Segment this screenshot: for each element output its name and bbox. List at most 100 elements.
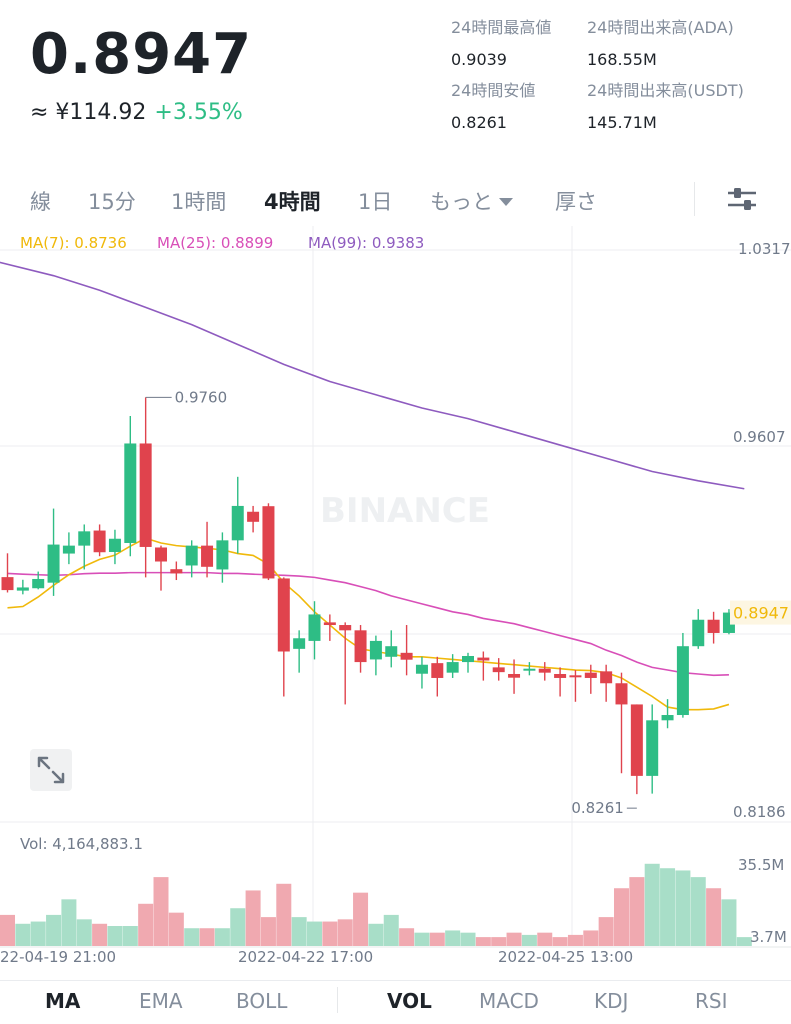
- x-axis-label: 2022-04-25 13:00: [498, 948, 634, 966]
- candle-down: [615, 683, 628, 705]
- stat-24h-volume-usdt: 24時間出来高(USDT) 145.71M: [587, 77, 744, 132]
- tab-ema[interactable]: EMA: [139, 989, 183, 1013]
- y-axis-label: 0.8186: [733, 803, 786, 821]
- tab-rsi[interactable]: RSI: [695, 989, 728, 1013]
- ma99-line: [0, 261, 745, 490]
- stat-label: 24時間最高値: [451, 18, 552, 37]
- volume-bar: [153, 877, 169, 946]
- tab-1h[interactable]: 1時間: [171, 190, 227, 214]
- volume-bar: [644, 863, 660, 946]
- approx-price: ≈ ¥114.92: [30, 100, 147, 125]
- tab-15m[interactable]: 15分: [88, 190, 136, 214]
- legend-ma25: MA(25): 0.8899: [157, 234, 274, 252]
- candle-up: [385, 646, 398, 657]
- candle-down: [139, 443, 152, 547]
- stat-label: 24時間出来高(USDT): [587, 81, 744, 100]
- volume-bar: [598, 917, 614, 946]
- volume-bar: [445, 930, 461, 946]
- volume-bar: [491, 937, 507, 946]
- tab-1d[interactable]: 1日: [358, 190, 393, 214]
- stat-label: 24時間出来高(ADA): [587, 18, 734, 37]
- volume-bar: [107, 926, 123, 946]
- stat-value: 145.71M: [587, 113, 657, 132]
- tab-vol[interactable]: VOL: [387, 989, 432, 1013]
- candle-up: [293, 638, 306, 649]
- tab-depth[interactable]: 厚さ: [555, 190, 597, 214]
- y-axis-label: 1.0317: [738, 240, 791, 258]
- stat-24h-high: 24時間最高値 0.9039: [451, 14, 551, 69]
- volume-bar: [46, 914, 62, 946]
- ma25-line: [7, 571, 729, 677]
- volume-bar: [260, 917, 276, 946]
- ticker-header: 0.8947 ≈ ¥114.92 +3.55% 24時間最高値 0.9039 24…: [0, 0, 791, 160]
- candle-down: [262, 506, 275, 579]
- volume-bar: [736, 937, 752, 946]
- volume-bar: [506, 932, 522, 946]
- stat-24h-low: 24時間安値 0.8261: [451, 77, 535, 132]
- binance-watermark: BINANCE: [320, 491, 490, 531]
- candle-down: [569, 675, 582, 678]
- candle-down: [508, 673, 521, 678]
- tab-more[interactable]: もっと: [430, 186, 513, 216]
- tab-boll[interactable]: BOLL: [236, 989, 288, 1013]
- volume-bar: [30, 921, 46, 946]
- candle-up: [108, 538, 121, 552]
- volume-bar: [92, 923, 108, 946]
- volume-bar: [368, 923, 384, 946]
- volume-bar: [552, 937, 568, 946]
- legend-ma7: MA(7): 0.8736: [20, 234, 127, 252]
- volume-bar: [690, 877, 706, 946]
- tab-macd[interactable]: MACD: [479, 989, 539, 1013]
- candle-down: [170, 569, 183, 574]
- current-price-tag: [730, 600, 791, 625]
- indicator-divider: [337, 987, 338, 1013]
- volume-bar: [61, 899, 77, 946]
- chart-settings-icon[interactable]: [724, 184, 760, 214]
- volume-bar: [567, 934, 583, 946]
- volume-bar: [168, 912, 184, 946]
- volume-bar: [276, 883, 292, 946]
- tab-more-label: もっと: [430, 190, 493, 214]
- candlestick-chart[interactable]: BINANCE 0.9760 0.8261 0.8947: [0, 226, 791, 978]
- candle-down: [247, 511, 260, 522]
- volume-bar: [122, 926, 138, 946]
- volume-bar: [337, 919, 353, 946]
- candle-down: [1, 577, 14, 591]
- tab-kdj[interactable]: KDJ: [594, 989, 629, 1013]
- candle-up: [446, 662, 459, 673]
- volume-bar: [583, 930, 599, 946]
- y-axis-label: 0.9607: [733, 428, 786, 446]
- tabs-divider: [694, 182, 695, 216]
- tab-4h[interactable]: 4時間: [264, 190, 321, 214]
- candle-down: [323, 622, 336, 626]
- candle-up: [369, 640, 382, 660]
- volume-bar: [614, 888, 629, 946]
- candle-up: [124, 443, 137, 543]
- volume-bar: [521, 934, 537, 946]
- candle-down: [538, 668, 551, 673]
- high-price-label: 0.9760: [175, 388, 228, 406]
- candle-up: [47, 544, 60, 583]
- candle-up: [646, 720, 659, 776]
- indicator-tabs: MA EMA BOLL VOL MACD KDJ RSI: [0, 980, 791, 1024]
- candle-down: [201, 545, 214, 567]
- tab-ma[interactable]: MA: [45, 989, 81, 1013]
- expand-icon[interactable]: [30, 749, 72, 791]
- candle-down: [431, 663, 444, 678]
- candle-up: [185, 545, 198, 566]
- volume-bar: [199, 928, 215, 946]
- volume-bar: [322, 921, 338, 946]
- stat-value: 0.9039: [451, 50, 507, 69]
- low-price-label: 0.8261: [571, 799, 624, 817]
- volume-bar: [383, 914, 399, 946]
- candle-down: [600, 671, 613, 684]
- candle-up: [415, 664, 428, 674]
- tab-line[interactable]: 線: [30, 190, 51, 214]
- candle-up: [216, 540, 229, 570]
- volume-bar: [15, 923, 31, 946]
- volume-label: Vol: 4,164,883.1: [20, 835, 143, 853]
- candle-up: [462, 655, 474, 663]
- last-price: 0.8947: [30, 22, 253, 87]
- candle-down: [400, 652, 413, 660]
- candle-up: [308, 614, 321, 641]
